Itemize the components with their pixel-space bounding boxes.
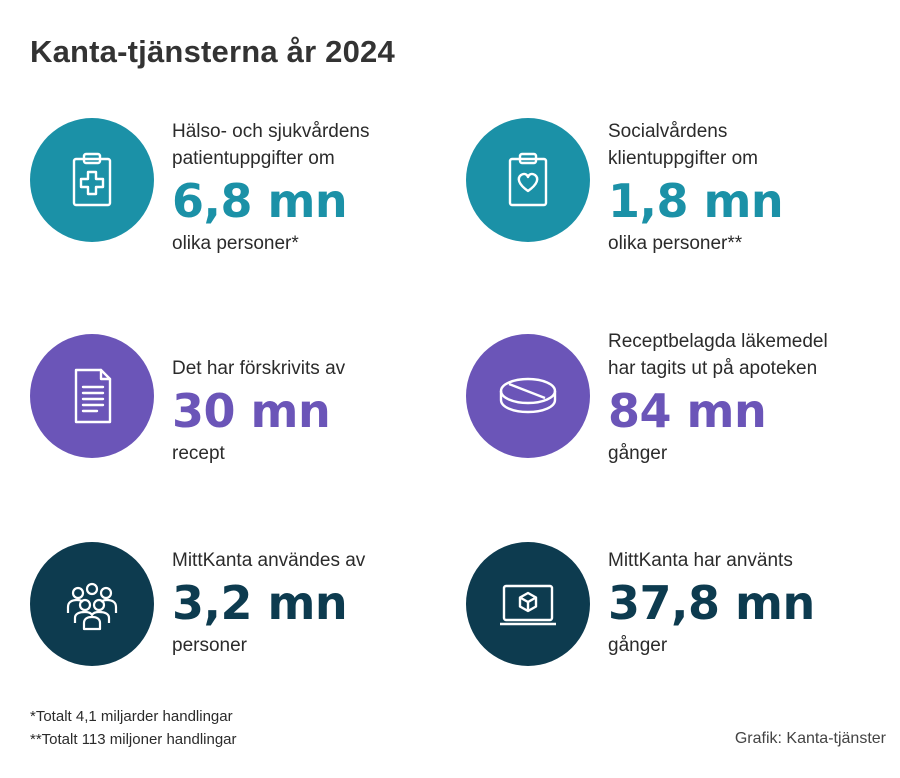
- stat-value: 30 mn: [172, 384, 331, 438]
- stat-label-after: gånger: [608, 635, 668, 656]
- stat-icon-circle: [466, 542, 590, 666]
- stat-label-line1: MittKanta har använts: [608, 550, 793, 571]
- stat-prescriptions: Det har förskrivits av 30 mn recept: [30, 334, 470, 464]
- stat-mittkanta-users: MittKanta användes av 3,2 mn personer: [30, 542, 470, 672]
- stat-icon-circle: [466, 334, 590, 458]
- footnote-2: **Totalt 113 miljoner handlingar: [30, 731, 237, 748]
- stat-label-after: recept: [172, 443, 225, 464]
- stat-label-after: olika personer**: [608, 233, 743, 254]
- stat-label-line2: har tagits ut på apoteken: [608, 358, 818, 379]
- graphic-credit: Grafik: Kanta-tjänster: [734, 730, 886, 747]
- stat-dispensed-medicines: Receptbelagda läkemedel har tagits ut på…: [466, 331, 900, 464]
- clipboard-medical-icon: [72, 152, 112, 207]
- stat-value: 84 mn: [608, 384, 767, 438]
- stat-label-line1: Det har förskrivits av: [172, 358, 346, 379]
- stat-label-line1: MittKanta användes av: [172, 550, 366, 571]
- footnote-1: *Totalt 4,1 miljarder handlingar: [30, 708, 233, 725]
- stat-label-line1: Hälso- och sjukvårdens: [172, 121, 370, 142]
- stat-icon-circle: [30, 334, 154, 458]
- document-icon: [74, 368, 112, 424]
- stat-icon-circle: [30, 542, 154, 666]
- stat-label-after: olika personer*: [172, 233, 299, 254]
- stat-label-after: gånger: [608, 443, 668, 464]
- pill-icon: [499, 377, 557, 414]
- laptop-cube-icon: [500, 584, 556, 626]
- stat-label-line2: patientuppgifter om: [172, 148, 335, 169]
- people-group-icon: [66, 582, 118, 631]
- stat-value: 37,8 mn: [608, 576, 815, 630]
- stat-patient-records: Hälso- och sjukvårdens patientuppgifter …: [30, 118, 470, 254]
- stat-label-line1: Socialvårdens: [608, 121, 728, 142]
- stat-icon-circle: [30, 118, 154, 242]
- stat-label-line1: Receptbelagda läkemedel: [608, 331, 828, 352]
- stat-value: 3,2 mn: [172, 576, 348, 630]
- stat-label-after: personer: [172, 635, 247, 656]
- stat-icon-circle: [466, 118, 590, 242]
- clipboard-heart-icon: [508, 152, 548, 207]
- stat-value: 6,8 mn: [172, 174, 348, 228]
- stat-client-records: Socialvårdens klientuppgifter om 1,8 mn …: [466, 118, 900, 254]
- stat-value: 1,8 mn: [608, 174, 784, 228]
- stat-label-line2: klientuppgifter om: [608, 148, 758, 169]
- stat-mittkanta-uses: MittKanta har använts 37,8 mn gånger: [466, 542, 900, 672]
- page-title: Kanta-tjänsterna år 2024: [30, 34, 395, 69]
